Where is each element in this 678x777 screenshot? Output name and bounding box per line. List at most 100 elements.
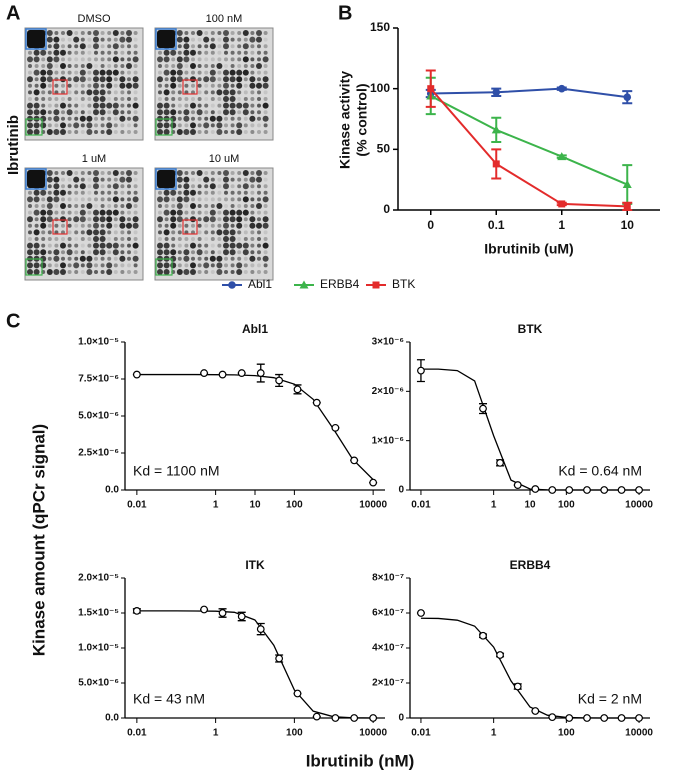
blot-spot [87, 190, 92, 195]
blot-spot [28, 210, 32, 215]
blot-spot [99, 102, 106, 109]
data-point [350, 456, 359, 465]
blot-spot [120, 44, 125, 49]
blot-spot [243, 116, 248, 121]
blot-spot [86, 89, 93, 96]
blot-spot [209, 115, 216, 122]
blot-spot [210, 171, 215, 175]
blot-spot [243, 123, 248, 128]
blot-spot [177, 230, 182, 235]
blot-spot [100, 44, 105, 49]
blot-spot [74, 190, 79, 195]
blot-spot [126, 222, 132, 229]
blot-spot [93, 242, 99, 249]
blot-spot [93, 36, 99, 43]
blot-spot [46, 203, 53, 209]
blot-spot [217, 50, 222, 55]
blot-spot [80, 50, 85, 55]
blot-spot [190, 63, 196, 69]
blot-spot [80, 243, 85, 248]
blot-spot [80, 37, 85, 42]
blot-spot [210, 263, 215, 268]
blot-spot [217, 243, 222, 248]
blot-spot [79, 183, 86, 190]
blot-spot [80, 110, 85, 115]
x-tick-label: 100 [558, 728, 575, 739]
blot-spot [61, 70, 65, 75]
blot-spot [243, 263, 248, 268]
blot-spot [41, 64, 46, 68]
blot-spot [176, 56, 183, 63]
data-point [256, 625, 265, 633]
blot-spot [204, 171, 209, 175]
blot-spot [113, 123, 118, 128]
y-tick-label: 0.0 [105, 485, 119, 496]
blot-spot [210, 37, 215, 42]
blot-spot [127, 184, 131, 189]
blot-spot [170, 122, 177, 129]
blot-spot [163, 69, 170, 76]
data-point [496, 458, 504, 467]
blot-spot [216, 129, 223, 135]
blot-spot [176, 76, 183, 83]
blot-spot [107, 184, 112, 189]
blot-spot [33, 122, 40, 129]
blot-spot [257, 184, 261, 189]
blot-spot [163, 269, 170, 275]
blot-spot [256, 222, 262, 229]
blot-spot [263, 237, 268, 241]
blot-spot [74, 184, 79, 189]
blot-spot [80, 237, 85, 241]
blot-spot [107, 204, 112, 208]
blot-spot [100, 37, 105, 42]
blot-spot [80, 204, 85, 208]
blot-spot [100, 50, 105, 55]
highlight-box [155, 258, 173, 276]
blot-spot [34, 64, 39, 68]
blot-spot [53, 176, 60, 183]
blot-spot [106, 222, 113, 229]
blot-spot [263, 50, 268, 55]
blot-spot [158, 97, 162, 101]
marker [623, 93, 632, 101]
blot-spot [73, 76, 80, 83]
blot-spot [80, 83, 85, 88]
blot-spot [157, 56, 163, 63]
data-point [256, 369, 265, 377]
blot-spot [217, 190, 222, 195]
blot-spot [204, 184, 209, 189]
blot-spot [197, 97, 202, 101]
blot-spot [41, 90, 46, 95]
blot-spot [47, 123, 52, 128]
x-tick-label: 100 [286, 500, 303, 511]
blot-spot [80, 223, 85, 228]
blot-spot [163, 249, 170, 256]
blot-spot [237, 31, 242, 35]
blot-spot [164, 223, 169, 228]
blot-spot [224, 50, 228, 55]
blot-spot [107, 97, 112, 101]
marker [557, 152, 567, 161]
blot-spot [47, 50, 52, 55]
blot-spot [74, 64, 79, 68]
blot-spot [257, 210, 261, 215]
y-tick-label: 100 [370, 81, 390, 95]
blot-spot [120, 210, 125, 215]
blot-spot [67, 77, 72, 82]
blot-spot [197, 116, 202, 121]
blot-spot [60, 122, 66, 129]
blot-spot [230, 184, 235, 189]
blot-spot [183, 249, 190, 256]
blot-spot [127, 130, 131, 134]
blot-spot [263, 270, 268, 274]
blot-spot [87, 217, 92, 222]
data-point [237, 612, 246, 621]
blot-spot [67, 37, 72, 42]
blot-spot [250, 263, 255, 268]
blot-spot [80, 64, 85, 68]
blot-spot [113, 237, 118, 241]
blot-spot [243, 90, 248, 95]
blot-spot [67, 90, 72, 95]
blot-spot [230, 44, 235, 49]
blot-spot [263, 184, 268, 189]
